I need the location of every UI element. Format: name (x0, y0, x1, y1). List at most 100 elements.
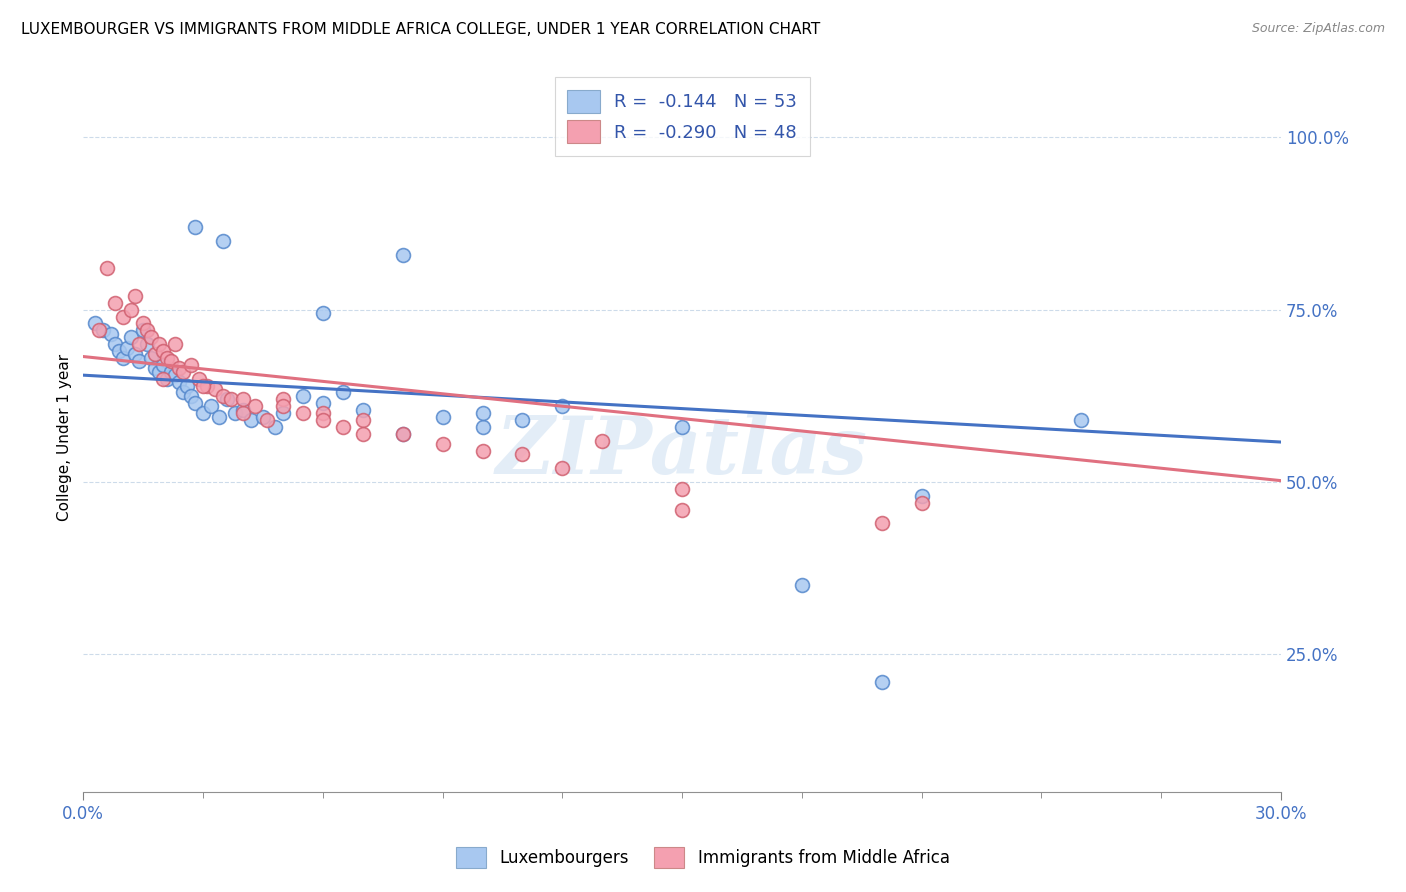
Point (215, 392, 238, 407)
Point (184, 396, 207, 410)
Point (432, 409, 454, 424)
Point (352, 426, 374, 441)
Point (115, 341, 138, 355)
Point (136, 337, 159, 351)
Point (167, 361, 190, 376)
Point (239, 413, 262, 427)
Point (219, 392, 242, 407)
Point (391, 426, 413, 441)
Point (471, 406, 494, 420)
Point (312, 396, 335, 410)
Point (195, 378, 218, 392)
Point (191, 378, 214, 392)
Point (112, 310, 135, 324)
Point (512, 447, 534, 461)
Point (104, 295, 127, 310)
Point (312, 413, 335, 427)
Point (124, 347, 146, 361)
Point (212, 389, 235, 403)
Text: Source: ZipAtlas.com: Source: ZipAtlas.com (1251, 22, 1385, 36)
Point (252, 409, 274, 424)
Point (291, 389, 314, 403)
Point (391, 426, 413, 441)
Point (160, 354, 183, 368)
Point (551, 461, 574, 475)
Point (141, 330, 163, 344)
Point (200, 399, 222, 413)
Point (143, 347, 166, 361)
Legend: R =  -0.144   N = 53, R =  -0.290   N = 48: R = -0.144 N = 53, R = -0.290 N = 48 (554, 77, 810, 156)
Point (172, 365, 194, 379)
Point (96, 261, 118, 276)
Point (152, 344, 174, 359)
Point (208, 409, 231, 424)
Point (128, 354, 150, 368)
Point (271, 392, 294, 407)
Point (256, 413, 278, 427)
Point (132, 323, 155, 337)
Point (551, 399, 574, 413)
Point (132, 317, 155, 331)
Point (148, 365, 170, 379)
Point (911, 496, 934, 510)
Point (671, 420, 693, 434)
Point (100, 326, 122, 341)
Point (165, 337, 187, 351)
Point (165, 368, 187, 383)
Point (172, 385, 194, 400)
Point (120, 330, 142, 344)
Point (870, 516, 893, 531)
Point (432, 437, 454, 451)
Point (352, 402, 374, 417)
Point (512, 413, 534, 427)
Point (141, 351, 163, 365)
Point (156, 351, 179, 365)
Point (471, 444, 494, 458)
Point (271, 399, 294, 413)
Point (176, 378, 198, 392)
Point (591, 434, 613, 448)
Point (128, 337, 150, 351)
Y-axis label: College, Under 1 year: College, Under 1 year (58, 353, 72, 521)
Point (291, 406, 314, 420)
Point (911, 489, 934, 503)
Point (312, 306, 335, 320)
Point (152, 371, 174, 385)
Point (870, 675, 893, 690)
Point (204, 382, 226, 396)
Legend: Luxembourgers, Immigrants from Middle Africa: Luxembourgers, Immigrants from Middle Af… (450, 840, 956, 875)
Point (136, 323, 159, 337)
Text: LUXEMBOURGER VS IMMIGRANTS FROM MIDDLE AFRICA COLLEGE, UNDER 1 YEAR CORRELATION : LUXEMBOURGER VS IMMIGRANTS FROM MIDDLE A… (21, 22, 820, 37)
Point (160, 365, 183, 379)
Point (790, 578, 813, 592)
Point (352, 413, 374, 427)
Point (232, 392, 254, 407)
Point (143, 361, 166, 376)
Point (271, 406, 294, 420)
Point (148, 337, 170, 351)
Point (671, 482, 693, 496)
Point (84, 317, 107, 331)
Point (391, 247, 413, 261)
Point (108, 344, 131, 359)
Point (232, 402, 254, 417)
Point (180, 358, 202, 372)
Point (191, 406, 214, 420)
Point (232, 406, 254, 420)
Point (156, 371, 179, 385)
Point (91, 323, 114, 337)
Point (184, 219, 207, 234)
Point (104, 337, 127, 351)
Point (471, 420, 494, 434)
Point (224, 406, 246, 420)
Text: ZIPatlas: ZIPatlas (496, 413, 868, 491)
Point (332, 385, 354, 400)
Point (671, 502, 693, 516)
Point (152, 358, 174, 372)
Point (212, 234, 235, 248)
Point (167, 375, 190, 389)
Point (120, 302, 142, 317)
Point (1070, 413, 1092, 427)
Point (112, 351, 135, 365)
Point (124, 289, 146, 303)
